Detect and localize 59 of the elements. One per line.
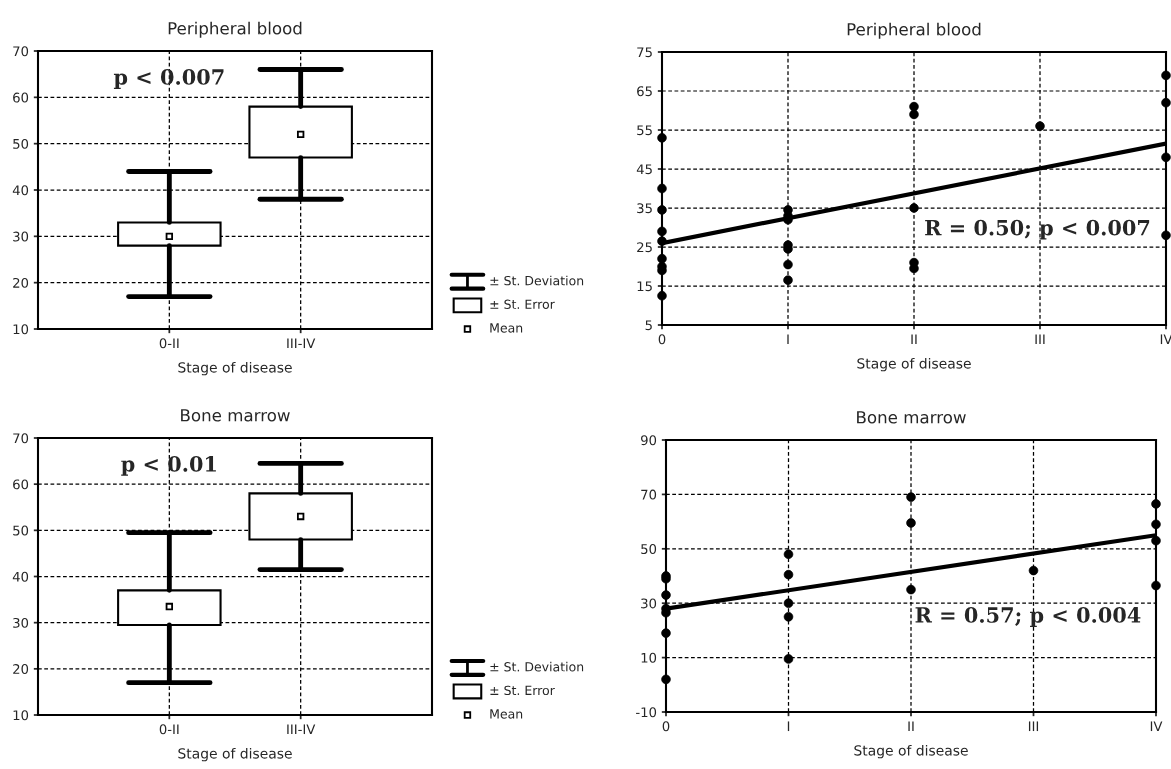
annotation: p < 0.007 [113,69,224,89]
x-tick-label: III [1035,334,1045,345]
annotation: p < 0.01 [121,455,216,476]
y-tick-label: 20 [13,277,29,288]
text: Mean [490,709,523,719]
y-tick-label: 40 [12,185,29,196]
y-tick-label: 60 [13,479,29,490]
x-tick-label: III-IV [287,724,316,735]
y-tick-label: 10 [641,652,657,663]
y-tick-label: 15 [637,281,652,292]
y-tick-label: -10 [636,707,657,718]
y-tick-label: 90 [641,435,657,446]
x-tick-label: II [911,334,917,345]
y-tick-label: 70 [13,433,29,444]
y-tick-label: 20 [13,664,29,675]
y-tick-label: 30 [641,598,657,609]
y-tick-label: 25 [637,242,652,253]
x-tick-label: III [1028,721,1039,732]
y-tick-label: 60 [13,92,29,103]
text: ± St. Error [490,299,555,309]
y-tick-label: 75 [637,47,652,58]
y-tick-label: 50 [13,525,29,536]
x-tick-label: II [908,721,914,732]
y-tick-label: 30 [13,231,29,242]
x-tick-label: 0-II [159,724,179,735]
y-tick-label: 35 [637,203,652,214]
x-tick-label: III-IV [287,338,316,349]
y-tick-label: 55 [637,125,652,136]
x-tick-label: 0-II [159,338,179,349]
x-axis-title: Stage of disease [857,357,971,372]
chart-title: Peripheral blood [847,22,981,39]
y-tick-label: 65 [637,86,652,97]
y-tick-label: 30 [13,617,29,628]
chart-title: Bone marrow [181,409,290,422]
chart-title: Peripheral blood [168,21,302,38]
y-tick-label: 10 [13,710,29,721]
text: ± St. Deviation [490,275,584,286]
x-tick-label: I [787,334,789,345]
x-tick-label: IV [1150,721,1163,732]
text: Mean [490,323,523,333]
x-axis-title: Stage of disease [178,747,292,762]
annotation: R = 0.50; p < 0.007 [925,219,1150,240]
y-tick-label: 5 [645,320,652,331]
chart-title: Bone marrow [857,411,966,424]
y-tick-label: 50 [13,138,29,149]
text: ± St. Error [490,685,555,696]
y-tick-label: 40 [12,571,29,582]
x-axis-title: Stage of disease [854,744,968,759]
y-tick-label: 45 [636,164,652,175]
x-axis-title: Stage of disease [178,361,292,376]
y-tick-label: 10 [13,324,29,335]
x-tick-label: I [787,721,790,732]
y-tick-label: 70 [13,46,29,57]
y-tick-label: 50 [641,544,657,554]
x-tick-label: 0 [658,334,666,345]
y-tick-label: 70 [641,489,657,500]
annotation: R = 0.57; p < 0.004 [915,607,1141,627]
text: ± St. Deviation [490,661,584,672]
x-tick-label: 0 [662,721,670,732]
